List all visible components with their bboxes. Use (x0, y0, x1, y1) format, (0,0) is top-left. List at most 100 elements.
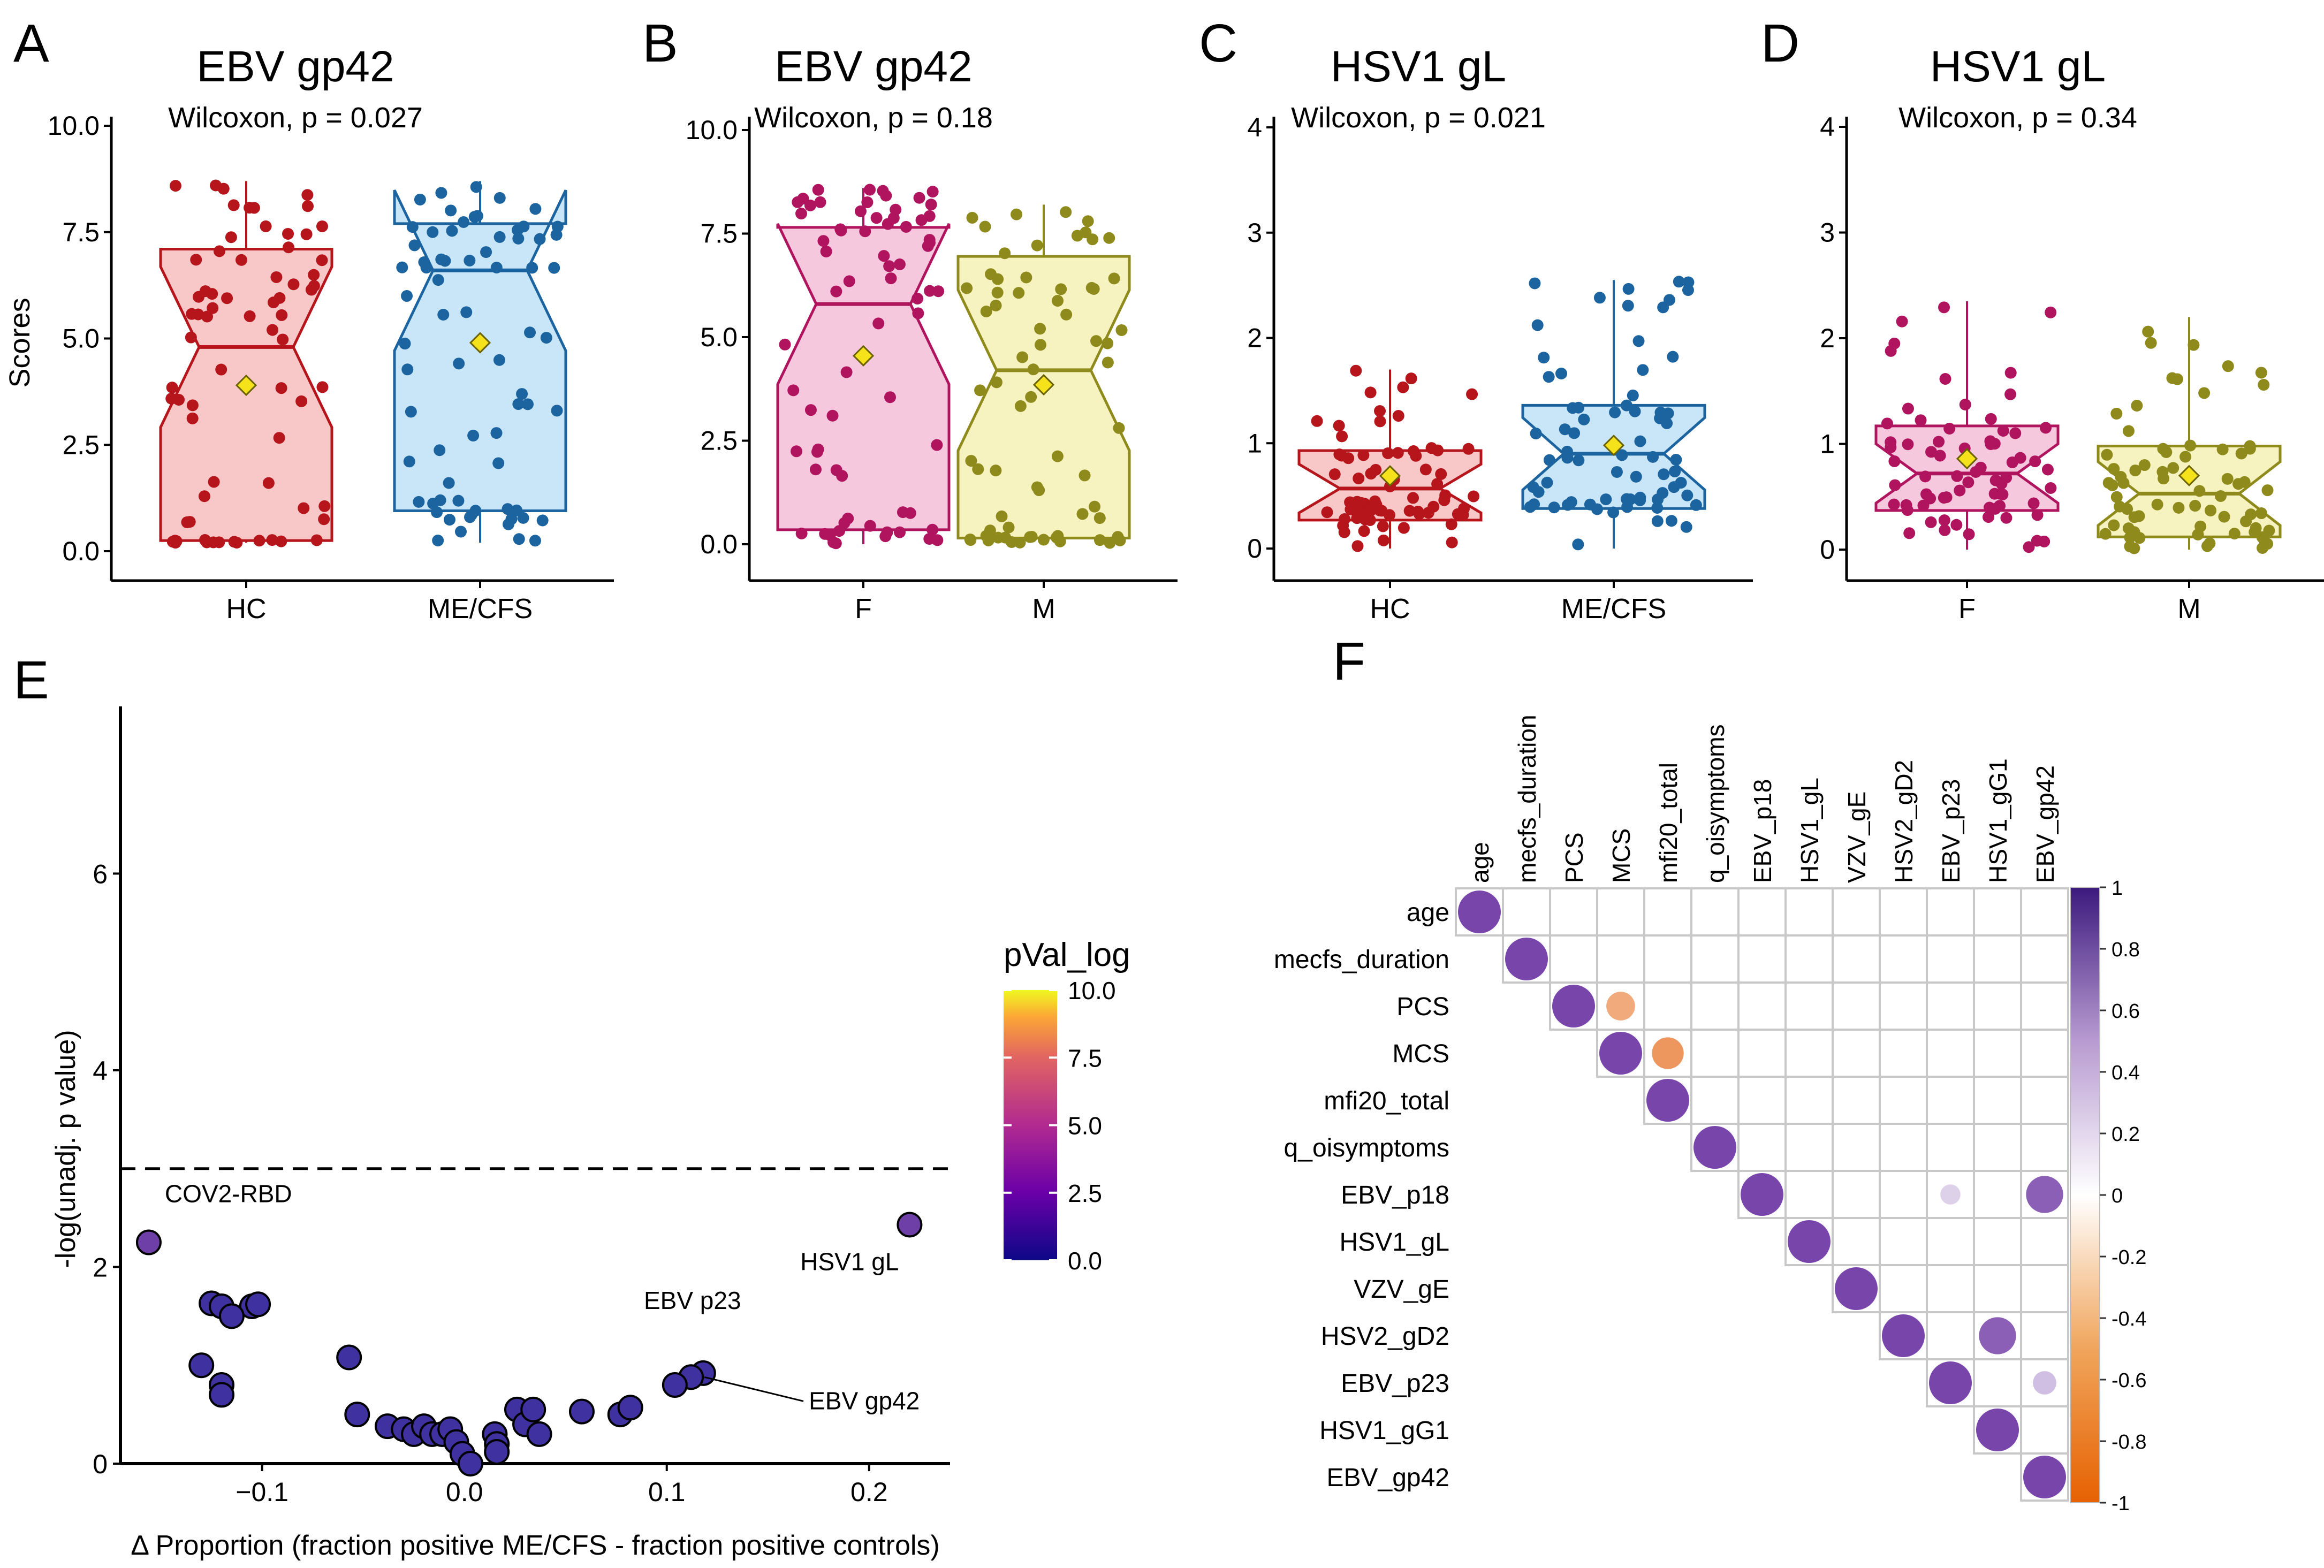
data-point (198, 490, 210, 503)
grid-cell (2020, 1076, 2069, 1125)
data-point (516, 388, 528, 400)
data-point (795, 527, 808, 539)
data-point (1548, 501, 1560, 514)
data-point (1940, 491, 1953, 504)
data-point (2201, 540, 2214, 552)
data-point (817, 235, 830, 247)
data-point (809, 463, 822, 476)
colorbar-tick-label: -0.2 (2112, 1246, 2146, 1269)
data-point (1989, 474, 2002, 486)
data-point (2133, 532, 2146, 544)
data-point (1989, 503, 2001, 515)
data-point (982, 534, 994, 546)
data-point (298, 502, 310, 514)
data-point (512, 232, 525, 245)
colorbar-tick-label: 0.0 (1068, 1247, 1102, 1275)
grid-cell (1973, 1217, 2022, 1266)
y-tick-label: 0 (1820, 535, 1835, 565)
data-point (980, 305, 992, 317)
data-point (932, 285, 945, 298)
data-point (2171, 373, 2183, 385)
data-point (2131, 399, 2143, 412)
data-point (1528, 498, 1540, 511)
mean-marker (1603, 435, 1625, 456)
data-point (2014, 452, 2026, 464)
data-point (1888, 455, 1901, 467)
data-point (310, 534, 323, 546)
data-point (316, 381, 329, 393)
data-point (1112, 531, 1124, 543)
data-point (1938, 514, 1950, 527)
data-point (1052, 530, 1064, 542)
data-point (1462, 443, 1475, 455)
data-point (617, 1395, 643, 1421)
data-point (502, 503, 514, 515)
data-point (2110, 491, 2123, 503)
data-point (811, 446, 823, 458)
grid-cell (1973, 1358, 2022, 1407)
data-point (1413, 508, 1425, 520)
grid-cell (1832, 1217, 1881, 1266)
data-point (894, 526, 906, 538)
data-point (520, 1396, 546, 1422)
chart-title: HSV1 gL (1331, 42, 1506, 91)
data-point (1962, 476, 1974, 489)
data-point (830, 285, 842, 298)
data-point (1079, 469, 1091, 482)
data-point (166, 382, 178, 394)
data-point (208, 476, 220, 488)
data-point (1002, 521, 1015, 534)
data-point (277, 333, 289, 346)
grid-cell (1973, 887, 2022, 937)
grid-cell (1879, 1029, 1928, 1078)
data-point (913, 192, 925, 204)
grid-cell (1879, 934, 1928, 984)
grid-cell (1643, 887, 1692, 937)
data-point (308, 280, 320, 292)
data-point (1027, 363, 1039, 376)
y-tick-label: 4 (1247, 112, 1262, 142)
data-point (826, 409, 839, 422)
data-point (1102, 356, 1114, 369)
data-point (1358, 525, 1370, 537)
data-point (1925, 446, 1938, 458)
colorbar-tick-label: 0.6 (2112, 1000, 2140, 1023)
column-label: HSV1_gG1 (1984, 758, 2012, 883)
data-point (1561, 452, 1574, 464)
grid-cell (1879, 1076, 1928, 1125)
data-point (1377, 520, 1389, 532)
data-point (432, 274, 444, 286)
data-point (842, 512, 854, 524)
data-point (1559, 423, 1571, 436)
grid-cell (1549, 887, 1598, 937)
colorbar-title: pVal_log (1004, 937, 1130, 973)
grid-cell (1502, 887, 1551, 937)
colorbar-tick-label: 0.2 (2112, 1123, 2140, 1146)
data-point (2216, 443, 2229, 455)
data-point (207, 302, 219, 314)
data-point (316, 220, 328, 232)
box-group-f: F (776, 184, 951, 625)
data-point (1634, 435, 1646, 447)
data-point (1108, 272, 1120, 285)
data-point (1621, 501, 1634, 513)
colorbar-tick-label: -1 (2112, 1493, 2130, 1515)
correlation-circle (1646, 1079, 1689, 1122)
data-point (992, 531, 1004, 544)
grid-cell (1879, 1170, 1928, 1219)
data-point (2045, 482, 2057, 494)
y-tick-label: 7.5 (700, 219, 738, 249)
data-point (511, 504, 523, 516)
data-point (1924, 492, 1936, 505)
data-point (275, 382, 287, 394)
data-point (1611, 466, 1623, 478)
data-point (979, 220, 991, 233)
y-tick-label: 3 (1247, 218, 1262, 248)
stat-label: Wilcoxon, p = 0.18 (754, 102, 993, 134)
column-label: VZV_gE (1843, 791, 1871, 883)
data-point (864, 184, 876, 196)
grid-cell (1643, 981, 1692, 1031)
grid-cell (1549, 934, 1598, 984)
data-point (283, 241, 295, 254)
data-point (454, 526, 467, 538)
